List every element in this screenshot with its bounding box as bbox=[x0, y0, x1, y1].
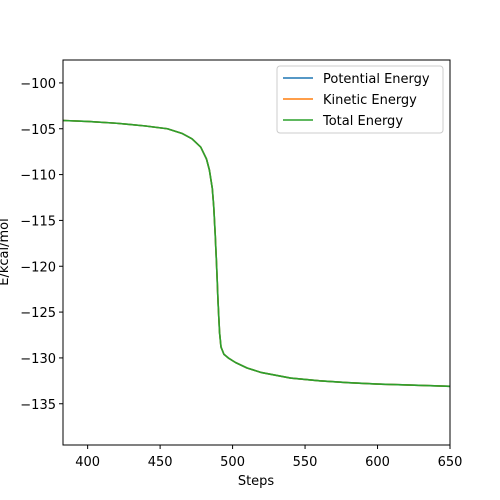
legend-entry-label: Kinetic Energy bbox=[323, 93, 417, 108]
x-tick-label: 400 bbox=[75, 455, 100, 470]
legend-entry-label: Total Energy bbox=[322, 114, 403, 129]
x-tick-label: 650 bbox=[438, 455, 463, 470]
x-tick-label: 450 bbox=[148, 455, 173, 470]
legend: Potential Energy Kinetic Energy Total Ener… bbox=[276, 65, 444, 134]
legend-entry-label: Potential Energy bbox=[323, 72, 430, 87]
x-tick-label: 500 bbox=[220, 455, 245, 470]
legend-box bbox=[276, 65, 444, 134]
y-tick-label: −100 bbox=[20, 77, 56, 92]
series-line-total-energy bbox=[63, 119, 450, 388]
x-axis-label: Steps bbox=[238, 474, 275, 489]
ticks-layer: 400 450 500 550 600 650 −100 −105 −110 −115 −120 −1… bbox=[20, 77, 462, 470]
plot-frame bbox=[62, 59, 451, 446]
x-tick-label: 600 bbox=[365, 455, 390, 470]
y-axis-label: E/kcal/mol bbox=[0, 218, 12, 285]
y-tick-label: −115 bbox=[20, 214, 56, 229]
x-tick-label: 550 bbox=[293, 455, 318, 470]
series-layer bbox=[63, 119, 450, 388]
y-tick-label: −110 bbox=[20, 169, 56, 184]
y-tick-label: −105 bbox=[20, 123, 56, 138]
y-tick-label: −125 bbox=[20, 306, 56, 321]
y-tick-label: −130 bbox=[20, 352, 56, 367]
y-tick-label: −120 bbox=[20, 260, 56, 275]
y-tick-label: −135 bbox=[20, 398, 56, 413]
